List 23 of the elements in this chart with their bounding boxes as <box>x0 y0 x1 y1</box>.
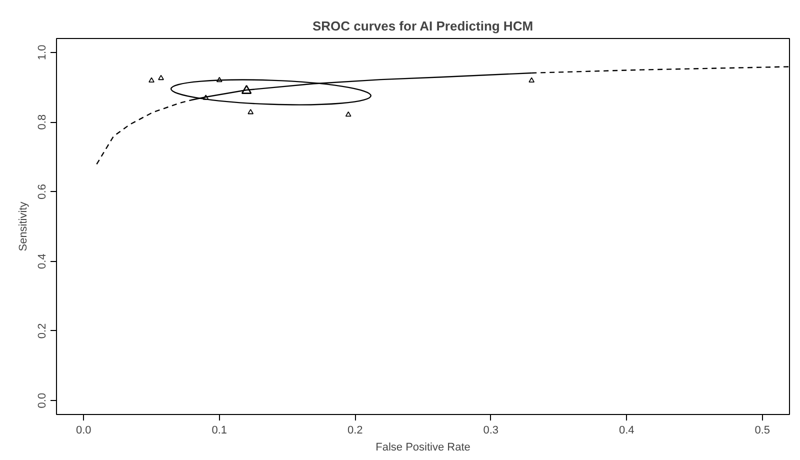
y-tick-label: 0.8 <box>36 114 48 130</box>
point <box>248 108 254 114</box>
y-tick-label: 0.6 <box>36 184 48 200</box>
point <box>148 77 154 83</box>
y-tick-label: 1.0 <box>36 44 48 60</box>
y-tick-label: 0.2 <box>36 323 48 339</box>
chart-title: SROC curves for AI Predicting HCM <box>312 18 534 34</box>
x-tick-label: 0.1 <box>212 424 228 436</box>
x-axis-title: False Positive Rate <box>376 442 470 454</box>
point <box>345 111 352 117</box>
x-tick-label: 0.4 <box>618 424 634 436</box>
point <box>216 76 222 82</box>
x-tick-label: 0.3 <box>483 424 499 436</box>
y-tick-label: 0.4 <box>36 254 48 269</box>
y-axis-title: Sensitivity <box>18 201 30 252</box>
point <box>202 94 209 100</box>
x-tick-label: 0.5 <box>754 424 770 436</box>
x-tick-label: 0.2 <box>347 424 363 436</box>
point <box>528 77 535 83</box>
y-tick-label: 0.0 <box>36 392 48 408</box>
x-tick-label: 0.0 <box>76 424 92 436</box>
point <box>241 84 252 94</box>
point <box>158 74 164 80</box>
